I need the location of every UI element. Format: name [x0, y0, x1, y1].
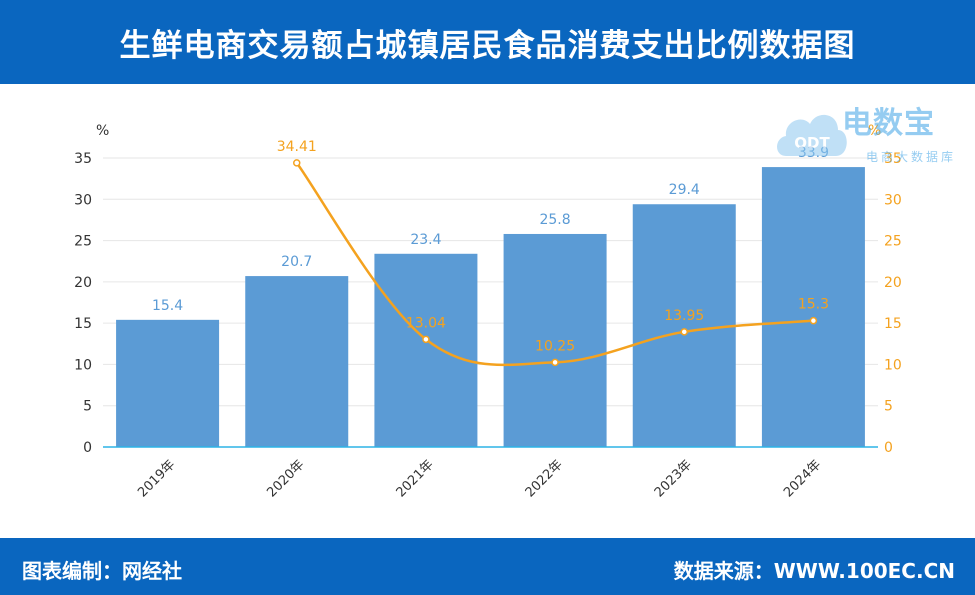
right-axis-unit: % — [868, 123, 881, 139]
left-axis-tick-label: 5 — [83, 399, 92, 415]
header-bar: 生鲜电商交易额占城镇居民食品消费支出比例数据图 — [0, 0, 975, 84]
left-axis-tick-label: 10 — [74, 357, 92, 373]
bar-data-label: 20.7 — [281, 254, 312, 270]
left-axis-tick-label: 15 — [74, 316, 92, 332]
right-axis-tick-label: 35 — [884, 151, 902, 167]
bar — [245, 276, 349, 447]
left-axis-tick-label: 35 — [74, 151, 92, 167]
footer-bar: 图表编制：网经社 数据来源：WWW.100EC.CN — [0, 538, 975, 595]
line-point — [422, 335, 430, 344]
x-axis-tick-label: 2023年 — [652, 457, 695, 500]
x-axis-tick-label: 2022年 — [523, 457, 566, 500]
bar-data-label: 29.4 — [669, 182, 700, 198]
watermark: ODT 电数宝 电商大数据库 — [772, 92, 972, 172]
bar-data-label: 25.8 — [539, 212, 570, 228]
bar — [374, 253, 478, 447]
line-data-label: 34.41 — [277, 139, 317, 155]
left-axis-tick-label: 20 — [74, 275, 92, 291]
line-point — [809, 316, 818, 325]
line-point — [293, 159, 301, 167]
line-point — [680, 328, 688, 336]
left-axis-tick-label: 25 — [74, 234, 92, 250]
left-axis-tick-label: 0 — [83, 440, 92, 456]
bar — [761, 167, 865, 447]
line-data-label: 13.95 — [664, 308, 704, 324]
x-axis-tick-label: 2024年 — [781, 457, 824, 500]
line-data-label: 10.25 — [535, 338, 575, 354]
combo-chart: 0 5 10 15 20 25 30 35 0 5 10 15 20 25 30 35% % 15.4 20.7 23… — [74, 123, 902, 500]
line-data-label: 13.04 — [406, 315, 446, 331]
footer-compiler: 图表编制：网经社 — [22, 559, 182, 583]
bar-data-label: 23.4 — [410, 232, 441, 248]
footer-source: 数据来源：WWW.100EC.CN — [673, 559, 955, 583]
watermark-subtitle: 电商大数据库 — [866, 150, 957, 164]
left-axis-unit: % — [96, 123, 109, 139]
line-point — [551, 358, 559, 367]
cloud-logo-icon: ODT — [777, 114, 847, 156]
watermark-title: 电数宝 — [842, 106, 935, 141]
bar — [503, 233, 607, 447]
line-data-label: 15.3 — [798, 297, 829, 313]
right-axis-tick-label: 20 — [884, 275, 902, 291]
watermark-logo-text: ODT — [794, 134, 830, 152]
right-axis-tick-label: 25 — [884, 234, 902, 250]
right-axis-tick-label: 15 — [884, 316, 902, 332]
chart-frame: 0 5 10 15 20 25 30 35 0 5 10 15 20 25 30 35%% 15.4 20.7 23… — [0, 84, 975, 538]
x-axis-tick-label: 2019年 — [135, 457, 178, 500]
line-series — [295, 162, 814, 367]
bar — [116, 319, 220, 447]
left-axis-tick-label: 30 — [74, 192, 92, 208]
right-axis-tick-label: 0 — [884, 440, 893, 456]
bar — [632, 204, 736, 447]
x-axis-tick-label: 2021年 — [394, 457, 437, 500]
right-axis-tick-label: 30 — [884, 192, 902, 208]
x-axis-tick-label: 2020年 — [264, 457, 307, 500]
chart-title: 生鲜电商交易额占城镇居民食品消费支出比例数据图 — [119, 27, 856, 64]
right-axis-tick-label: 5 — [884, 399, 893, 415]
right-axis-tick-label: 10 — [884, 357, 902, 373]
bar-data-label: 15.4 — [152, 298, 183, 314]
